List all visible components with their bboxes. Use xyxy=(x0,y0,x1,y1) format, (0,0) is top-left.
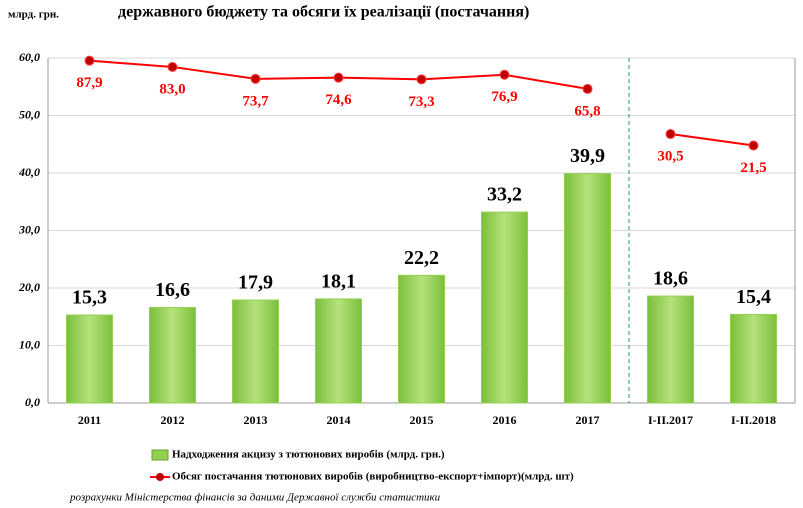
bar xyxy=(481,211,528,404)
x-tick-label: 2017 xyxy=(576,413,600,427)
chart-title: державного бюджету та обсяги їх реалізац… xyxy=(118,4,529,21)
bar-value-label: 15,3 xyxy=(72,287,107,309)
line-point xyxy=(333,72,344,83)
x-tick-label: I-II.2017 xyxy=(648,413,693,427)
x-tick-label: 2011 xyxy=(78,413,101,427)
x-tick-label: 2012 xyxy=(161,413,185,427)
legend-label: Надходження акцизу з тютюнових виробів (… xyxy=(172,449,445,461)
y-tick-label: 30,0 xyxy=(18,222,40,236)
bar-value-label: 18,6 xyxy=(653,268,688,290)
x-tick-label: 2014 xyxy=(327,413,351,427)
x-tick-label: 2013 xyxy=(244,413,268,427)
y-tick-label: 60,0 xyxy=(19,50,40,64)
bar xyxy=(315,298,362,404)
y-tick-label: 0,0 xyxy=(25,395,40,409)
line-value-label: 73,7 xyxy=(242,93,269,109)
bar xyxy=(398,274,445,404)
line-point xyxy=(250,73,261,84)
line-point xyxy=(416,74,427,85)
bar-value-label: 17,9 xyxy=(238,272,273,294)
x-tick-label: 2016 xyxy=(493,413,517,427)
bar-value-label: 22,2 xyxy=(404,247,439,269)
bar xyxy=(66,314,113,404)
bar-value-label: 39,9 xyxy=(570,145,605,167)
line-value-label: 21,5 xyxy=(740,160,766,176)
line-value-label: 87,9 xyxy=(76,75,102,91)
note: розрахунки Міністерства фінансів за дани… xyxy=(69,492,441,504)
line-point xyxy=(582,83,593,94)
bar xyxy=(149,307,196,404)
bar-value-label: 33,2 xyxy=(487,184,522,206)
legend-label: Обсяг постачання тютюнових виробів (виро… xyxy=(172,471,574,483)
line-value-label: 83,0 xyxy=(159,81,185,97)
legend-swatch xyxy=(151,449,169,461)
bar-value-label: 18,1 xyxy=(321,271,356,293)
line-value-label: 65,8 xyxy=(574,103,600,119)
line-point xyxy=(499,69,510,80)
bar xyxy=(730,313,777,404)
y-tick-label: 20,0 xyxy=(18,280,40,294)
x-tick-label: 2015 xyxy=(410,413,434,427)
bar-value-label: 16,6 xyxy=(155,279,190,301)
y-tick-label: 40,0 xyxy=(18,165,40,179)
line-value-label: 74,6 xyxy=(325,92,352,108)
y-tick-label: 50,0 xyxy=(19,107,40,121)
line xyxy=(670,133,754,147)
bar xyxy=(564,173,611,404)
line-point xyxy=(748,140,759,151)
y-tick-label: 10,0 xyxy=(19,337,40,351)
y-axis-label: млрд. грн. xyxy=(8,9,59,21)
bar-value-label: 15,4 xyxy=(736,286,771,308)
line-point xyxy=(665,129,676,140)
line-value-label: 73,3 xyxy=(408,94,434,110)
line-point xyxy=(84,55,95,66)
line-value-label: 30,5 xyxy=(657,148,683,164)
bar xyxy=(647,295,694,404)
line-value-label: 76,9 xyxy=(491,89,517,105)
bar xyxy=(232,299,279,404)
x-tick-label: I-II.2018 xyxy=(731,413,776,427)
line-point xyxy=(167,61,178,72)
legend-swatch xyxy=(156,473,164,481)
